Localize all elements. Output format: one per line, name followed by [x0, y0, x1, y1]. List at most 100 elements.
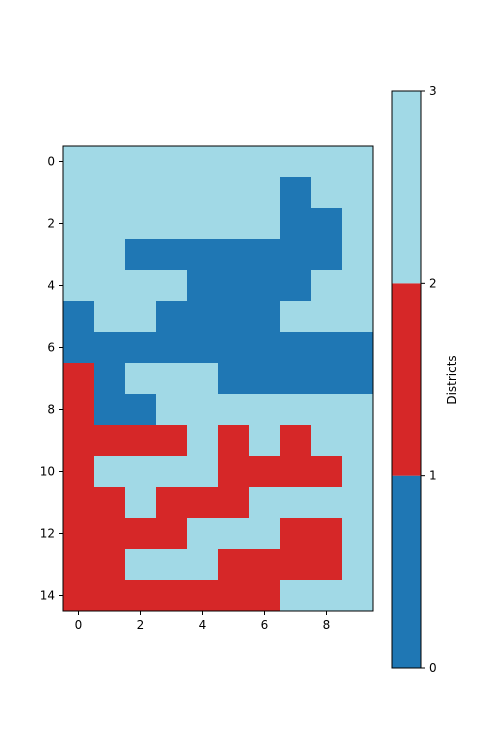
heatmap-cell [187, 146, 218, 177]
x-tick-label: 8 [323, 618, 331, 632]
heatmap-cell [156, 394, 187, 425]
heatmap-cell [342, 363, 373, 394]
heatmap-cell [187, 208, 218, 239]
colorbar-tick-label: 1 [429, 469, 437, 483]
heatmap-cell [280, 146, 311, 177]
colorbar-bands [392, 91, 421, 668]
heatmap-cell [342, 487, 373, 518]
heatmap-cell [311, 549, 342, 580]
heatmap-cell [156, 456, 187, 487]
heatmap-cell [63, 425, 94, 456]
y-axis-ticks: 0 2 4 6 8 10 12 14 [40, 155, 63, 603]
heatmap-cell [94, 456, 125, 487]
heatmap-cell [280, 549, 311, 580]
y-tick-label: 2 [47, 217, 55, 231]
heatmap-cell [125, 580, 156, 611]
heatmap-cell [249, 580, 280, 611]
y-tick-label: 8 [47, 403, 55, 417]
heatmap-cell [249, 270, 280, 301]
heatmap-cell [311, 301, 342, 332]
heatmap-cell [156, 270, 187, 301]
heatmap-cell [94, 549, 125, 580]
heatmap-cell [156, 239, 187, 270]
heatmap-cell [280, 332, 311, 363]
heatmap-cell [187, 363, 218, 394]
heatmap-cell [125, 301, 156, 332]
heatmap-cell [156, 208, 187, 239]
heatmap-cell [94, 270, 125, 301]
x-axis-ticks: 0 2 4 6 8 [75, 611, 331, 632]
heatmap-cell [249, 394, 280, 425]
heatmap-cell [218, 270, 249, 301]
heatmap-cell [63, 208, 94, 239]
heatmap-cell [94, 301, 125, 332]
heatmap-cell [311, 456, 342, 487]
heatmap-cell [63, 301, 94, 332]
heatmap-cell [156, 332, 187, 363]
colorbar-ticks: 0 1 2 3 [421, 84, 437, 675]
heatmap-cell [63, 456, 94, 487]
heatmap-cell [156, 549, 187, 580]
heatmap-cell [249, 301, 280, 332]
heatmap-cell [218, 239, 249, 270]
heatmap-cell [63, 239, 94, 270]
heatmap-cell [63, 177, 94, 208]
heatmap-cell [94, 518, 125, 549]
heatmap-cell [342, 332, 373, 363]
heatmap-cell [125, 332, 156, 363]
heatmap-cell [125, 549, 156, 580]
heatmap-cell [342, 549, 373, 580]
heatmap-cell [218, 332, 249, 363]
heatmap-cell [94, 580, 125, 611]
heatmap-cell [218, 301, 249, 332]
colorbar-tick-label: 2 [429, 276, 437, 290]
heatmap-cell [218, 177, 249, 208]
x-tick-label: 4 [199, 618, 207, 632]
heatmap-cell [94, 487, 125, 518]
heatmap-cell [187, 332, 218, 363]
heatmap-cell [63, 580, 94, 611]
heatmap-cell [280, 580, 311, 611]
heatmap-cell [94, 425, 125, 456]
heatmap-cell [156, 518, 187, 549]
heatmap-cell [125, 146, 156, 177]
heatmap-cell [94, 146, 125, 177]
heatmap-cell [342, 425, 373, 456]
heatmap-cell [218, 146, 249, 177]
heatmap-cell [156, 363, 187, 394]
heatmap-cell [311, 332, 342, 363]
heatmap-cell [63, 487, 94, 518]
heatmap-cell [342, 146, 373, 177]
heatmap-cell [280, 363, 311, 394]
heatmap-cell [342, 301, 373, 332]
heatmap-cell [311, 580, 342, 611]
heatmap-cell [156, 580, 187, 611]
heatmap-cell [218, 425, 249, 456]
heatmap-cell [125, 425, 156, 456]
heatmap-cell [311, 518, 342, 549]
heatmap-cell [342, 580, 373, 611]
heatmap-cell [156, 177, 187, 208]
heatmap-cell [218, 580, 249, 611]
heatmap-cell [249, 177, 280, 208]
heatmap-cell [94, 363, 125, 394]
y-tick-label: 10 [40, 465, 55, 479]
colorbar-tick-label: 3 [429, 84, 437, 98]
colorbar-band [392, 91, 421, 283]
heatmap-cell [187, 301, 218, 332]
heatmap-cell [125, 177, 156, 208]
heatmap-cell [342, 394, 373, 425]
heatmap-cell [125, 518, 156, 549]
colorbar-band [392, 283, 421, 475]
heatmap-cells [63, 146, 373, 611]
heatmap-cell [280, 177, 311, 208]
heatmap-cell [94, 332, 125, 363]
heatmap-cell [187, 487, 218, 518]
heatmap-cell [280, 239, 311, 270]
heatmap-cell [94, 177, 125, 208]
heatmap-cell [280, 456, 311, 487]
heatmap-cell [311, 487, 342, 518]
heatmap-cell [63, 146, 94, 177]
heatmap-cell [125, 363, 156, 394]
